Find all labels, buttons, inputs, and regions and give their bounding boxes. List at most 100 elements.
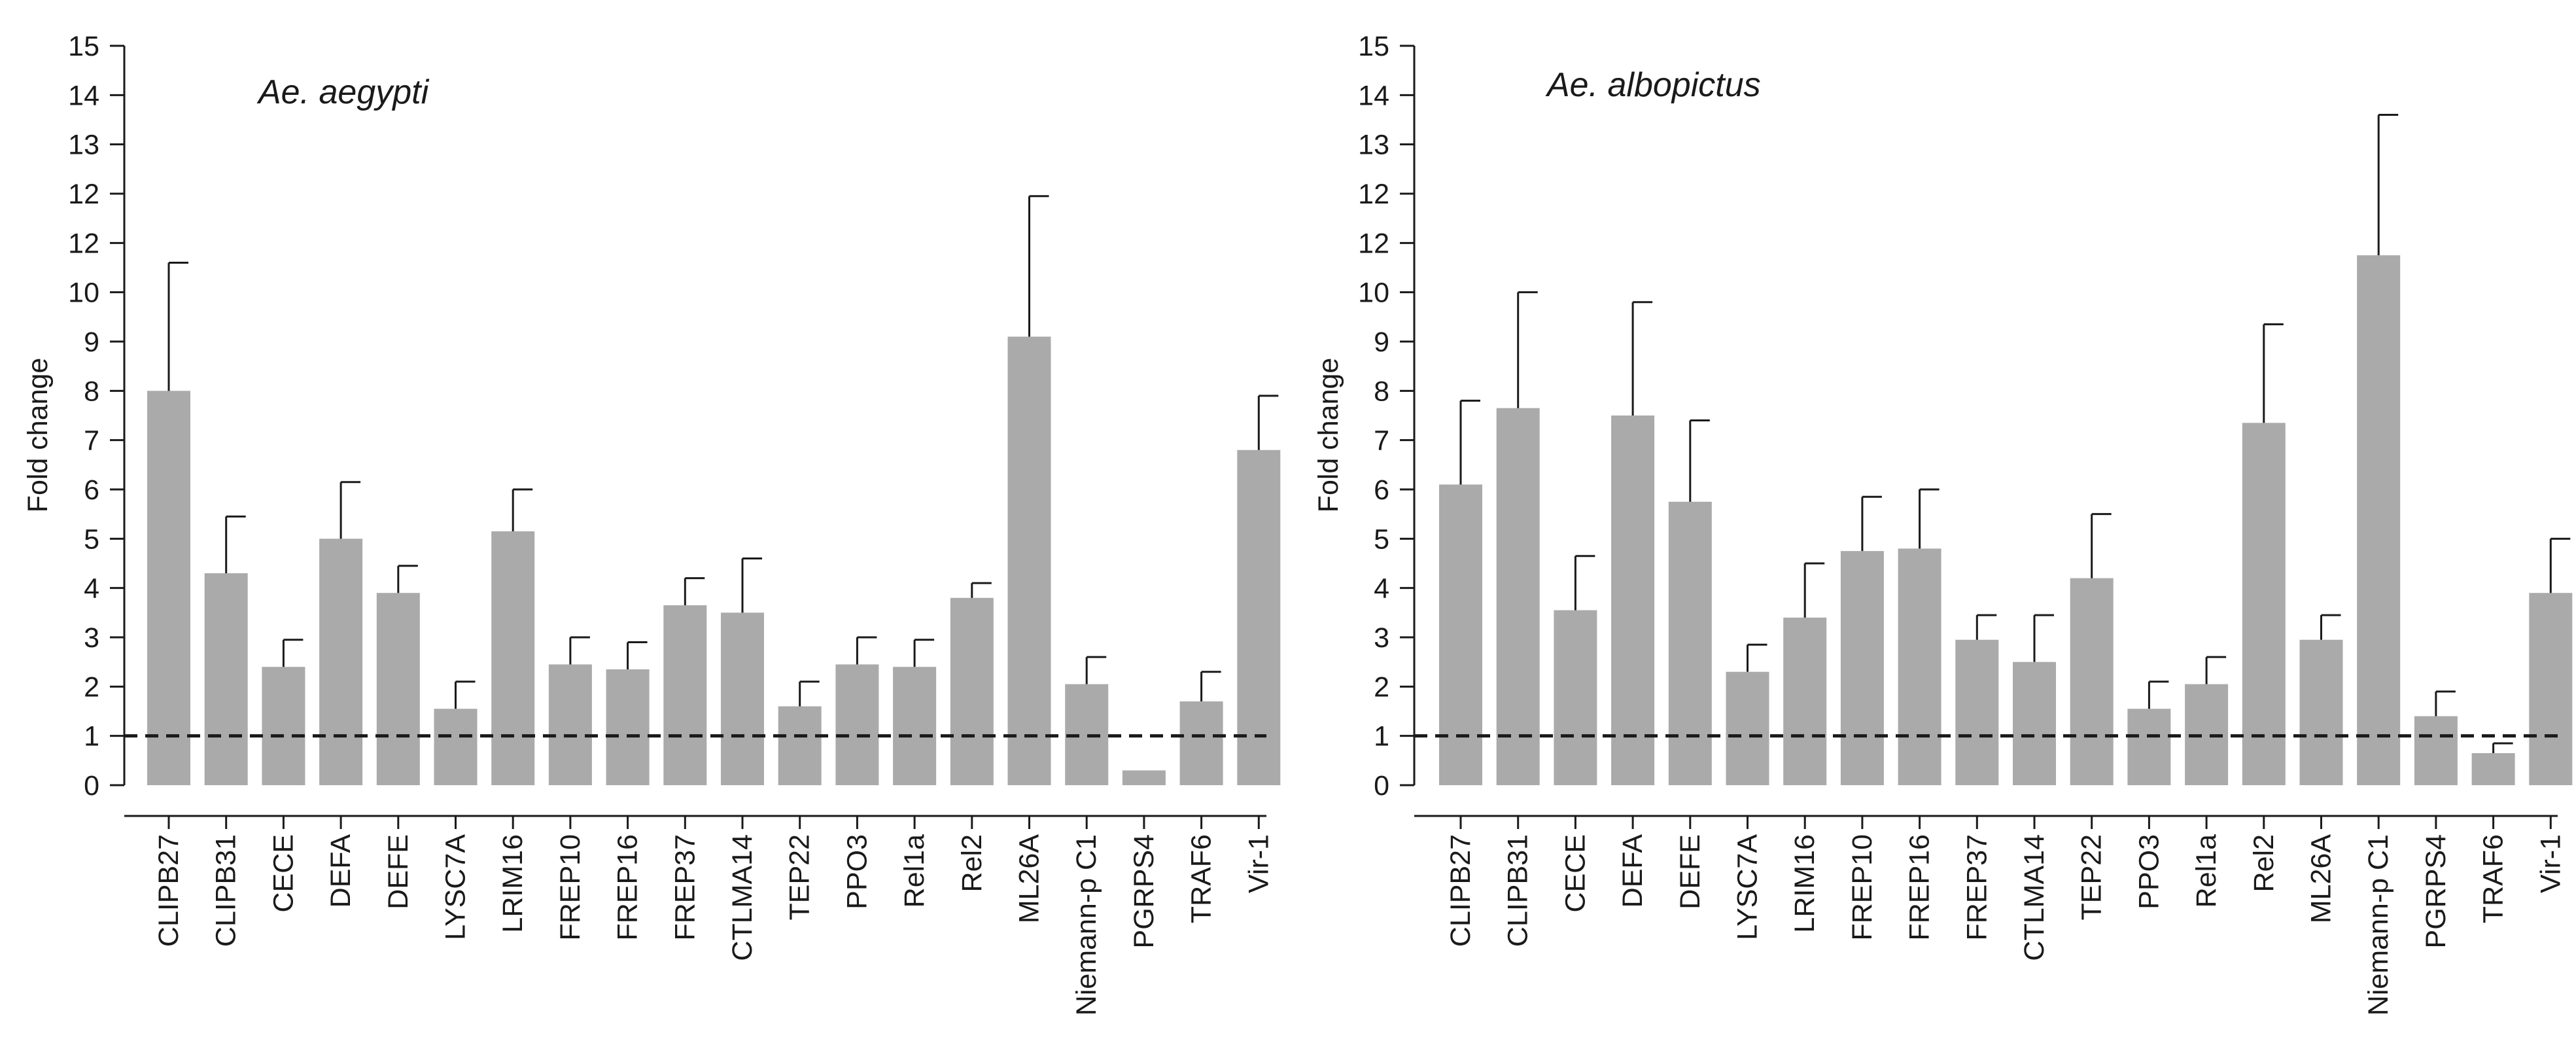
x-tick-label: CLIPB31 [211,834,242,947]
x-tick-label: Rel2 [2248,834,2280,892]
y-tick-label: 0 [84,770,99,802]
bar [548,664,592,785]
bar [262,667,305,785]
x-tick-label: PGRPS4 [1128,834,1160,948]
x-tick-label: ML26A [1014,834,1045,924]
y-tick-label: 1 [1374,721,1389,752]
x-tick-label: DEFA [325,834,357,908]
x-tick-label: CECE [268,834,299,912]
bar [1726,671,1769,785]
x-tick-label: DEFE [383,834,414,910]
y-tick-label: 9 [84,327,99,358]
bar [434,709,478,785]
x-tick-label: ML26A [2306,834,2337,924]
x-tick-label: LRIM16 [1789,834,1820,933]
panel-title: Ae. aegypti [256,73,430,111]
bar [663,605,707,785]
bar [1237,450,1281,785]
chart-panel-albopictus: Fold change Ae. albopictus 0123456789101… [1313,31,2573,1016]
bar [2357,255,2401,786]
x-tick-label: Vir-1 [2535,834,2566,893]
bar [1122,770,1166,785]
bar [2070,578,2114,785]
y-tick-label: 15 [1358,31,1389,62]
y-tick-label: 14 [68,80,99,111]
bar [1496,408,1540,785]
y-tick-label: 12 [68,179,99,210]
x-tick-label: FREP10 [1847,834,1878,941]
bar [204,573,248,785]
x-tick-label: LYSC7A [440,834,472,940]
x-tick-label: Vir-1 [1243,834,1274,893]
bar [1611,415,1655,785]
bar [2242,423,2286,785]
bar [1439,484,1482,785]
x-tick-label: TRAF6 [2478,834,2509,923]
bar [2414,716,2458,785]
bar [721,612,764,785]
bar [1179,701,1223,785]
bar [1668,501,1712,785]
y-tick-label: 10 [68,277,99,309]
bar [1955,639,1999,785]
x-tick-label: TRAF6 [1186,834,1217,923]
bar [778,706,822,785]
x-tick-label: Niemann-p C1 [2363,834,2394,1016]
y-tick-label: 8 [84,376,99,407]
y-tick-label: 7 [84,425,99,457]
bar [835,664,879,785]
y-tick-label: 0 [1374,770,1389,802]
y-axis-title: Fold change [22,358,54,513]
y-tick-label: 12 [1358,228,1389,259]
x-tick-label: DEFA [1617,834,1648,908]
bar [606,669,650,785]
bar [2529,593,2573,785]
y-tick-label: 9 [1374,327,1389,358]
x-tick-label: CTLMA14 [727,834,758,961]
y-tick-label: 4 [1374,573,1389,605]
x-tick-label: TEP22 [784,834,816,920]
x-tick-label: CLIPB31 [1503,834,1534,947]
x-tick-label: TEP22 [2076,834,2108,920]
y-tick-label: 3 [84,622,99,654]
y-tick-label: 10 [1358,277,1389,309]
x-tick-label: CLIPB27 [1445,834,1476,947]
panel-title: Ae. albopictus [1545,66,1761,104]
y-tick-label: 5 [84,523,99,555]
y-axis-title: Fold change [1313,358,1344,513]
y-tick-label: 2 [84,671,99,703]
y-tick-label: 7 [1374,425,1389,457]
y-tick-label: 12 [68,228,99,259]
x-tick-label: FREP16 [612,834,644,941]
x-tick-label: PGRPS4 [2420,834,2452,948]
y-tick-label: 6 [1374,474,1389,506]
chart-panel-aegypti: Fold change Ae. aegypti 0123456789101212… [22,31,1281,1016]
y-tick-label: 13 [1358,130,1389,161]
y-tick-label: 6 [84,474,99,506]
bar [319,539,363,785]
bar [1554,610,1597,785]
y-tick-label: 3 [1374,622,1389,654]
x-tick-label: CECE [1559,834,1591,912]
x-tick-label: Rel1a [899,834,930,908]
y-tick-label: 5 [1374,523,1389,555]
x-tick-label: Rel1a [2191,834,2222,908]
x-tick-label: FREP16 [1904,834,1936,941]
bar [2299,639,2343,785]
bar [1840,551,1884,785]
x-tick-label: Rel2 [956,834,988,892]
bar [2013,662,2056,785]
bar [2471,753,2515,785]
x-tick-label: LYSC7A [1732,834,1764,940]
y-tick-label: 1 [84,721,99,752]
x-tick-label: FREP37 [669,834,701,941]
y-tick-label: 15 [68,31,99,62]
x-tick-label: DEFE [1675,834,1706,910]
x-tick-label: CLIPB27 [153,834,184,947]
bar [1783,617,1827,785]
bar [147,391,190,785]
bar [1898,548,1941,785]
bar [376,593,420,785]
